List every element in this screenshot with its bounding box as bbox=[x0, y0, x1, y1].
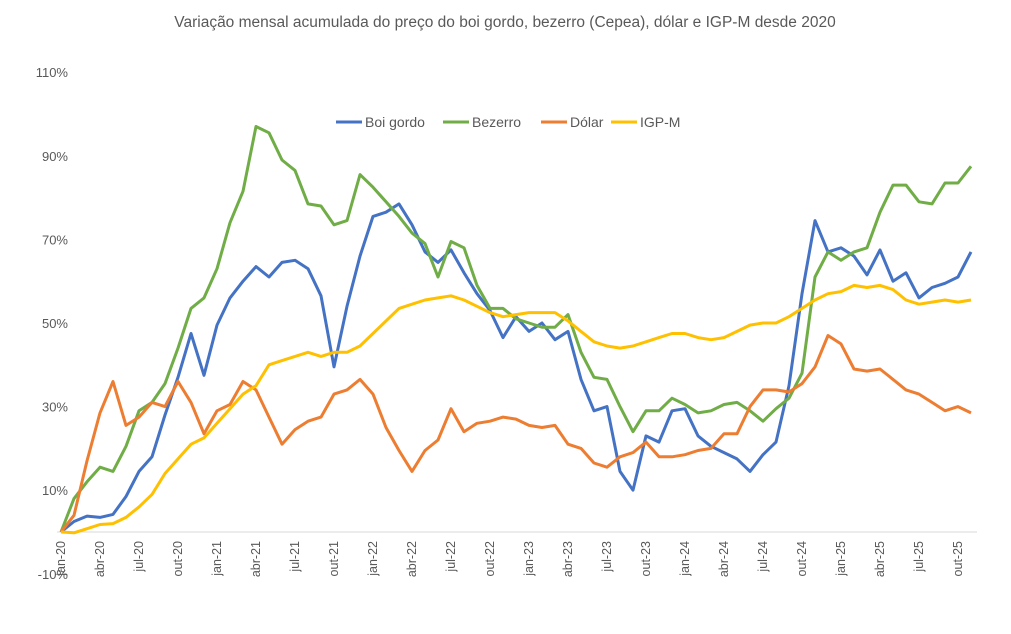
y-tick-label: -10% bbox=[38, 567, 69, 582]
legend-item: Bezerro bbox=[443, 114, 521, 130]
x-tick-label: jul-23 bbox=[600, 541, 614, 573]
legend-item: IGP-M bbox=[611, 114, 680, 130]
x-tick-label: abr-23 bbox=[561, 541, 575, 577]
x-tick-label: jul-24 bbox=[756, 541, 770, 573]
y-tick-label: 30% bbox=[42, 400, 68, 415]
x-axis: jan-20 abr-20 jul-20 out-20 jan-21 abr-21 jul-… bbox=[54, 531, 977, 577]
x-tick-label: abr-22 bbox=[405, 541, 419, 577]
x-tick-label: jul-25 bbox=[912, 541, 926, 573]
x-tick-label: out-20 bbox=[171, 541, 185, 576]
y-tick-label: 70% bbox=[42, 232, 68, 247]
legend-label: Dólar bbox=[570, 114, 604, 130]
x-tick-label: out-22 bbox=[483, 541, 497, 576]
x-tick-label: out-21 bbox=[327, 541, 341, 576]
legend-label: Bezerro bbox=[472, 114, 521, 130]
series-line-d-lar bbox=[59, 334, 972, 533]
y-tick-label: 10% bbox=[42, 483, 68, 498]
legend-label: Boi gordo bbox=[365, 114, 425, 130]
series-line-bezerro bbox=[59, 125, 973, 533]
x-tick-label: abr-20 bbox=[93, 541, 107, 577]
x-tick-label: abr-24 bbox=[717, 541, 731, 577]
x-tick-label: jan-23 bbox=[522, 541, 536, 577]
y-tick-label: 90% bbox=[42, 149, 68, 164]
x-tick-label: jul-22 bbox=[444, 541, 458, 573]
x-tick-label: jul-20 bbox=[132, 541, 146, 573]
x-tick-label: jan-21 bbox=[210, 541, 224, 577]
x-tick-label: jan-20 bbox=[54, 541, 68, 577]
chart-title: Variação mensal acumulada do preço do bo… bbox=[174, 14, 836, 31]
plot-lines bbox=[59, 125, 973, 535]
x-tick-label: out-23 bbox=[639, 541, 653, 576]
y-tick-label: 50% bbox=[42, 316, 68, 331]
series-line-igp-m bbox=[60, 283, 972, 535]
series-line-boi-gordo bbox=[60, 202, 973, 534]
x-tick-label: jan-22 bbox=[366, 541, 380, 577]
legend: Boi gordo Bezerro Dólar IGP-M bbox=[336, 114, 680, 130]
x-tick-label: out-24 bbox=[795, 541, 809, 576]
legend-item: Dólar bbox=[541, 114, 604, 130]
y-tick-label: 110% bbox=[36, 65, 69, 80]
x-tick-label: jul-21 bbox=[288, 541, 302, 573]
legend-item: Boi gordo bbox=[336, 114, 425, 130]
x-tick-label: out-25 bbox=[951, 541, 965, 576]
x-tick-label: jan-25 bbox=[834, 541, 848, 577]
legend-label: IGP-M bbox=[640, 114, 680, 130]
x-tick-label: jan-24 bbox=[678, 541, 692, 577]
y-axis: -10% 10% 30% 50% 70% 90% 110% bbox=[36, 65, 69, 582]
x-tick-label: abr-21 bbox=[249, 541, 263, 577]
x-tick-label: abr-25 bbox=[873, 541, 887, 577]
